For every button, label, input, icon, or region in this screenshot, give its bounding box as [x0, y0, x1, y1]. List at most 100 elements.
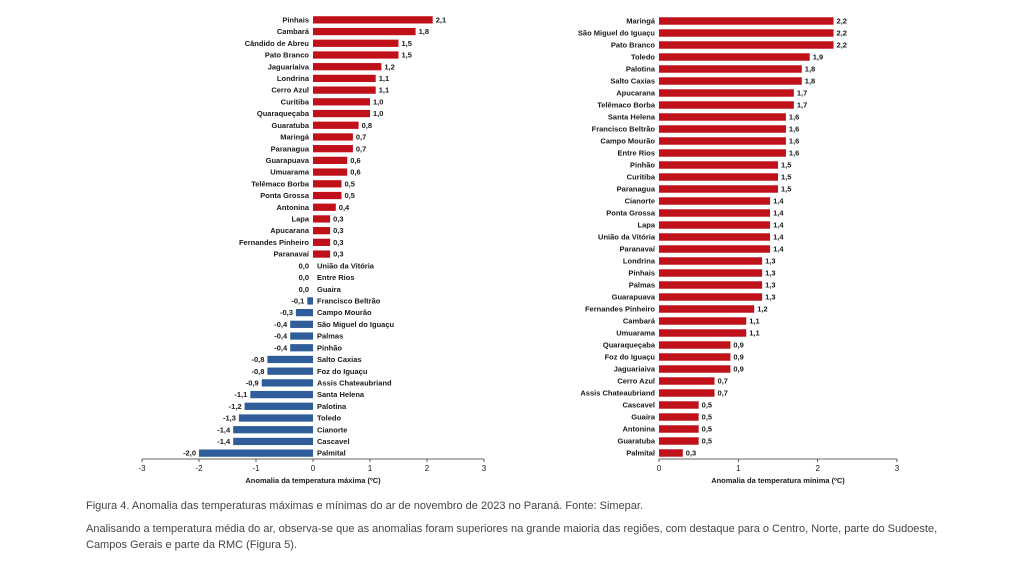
value-label: -1,4 [217, 437, 231, 446]
bar [313, 16, 433, 24]
bar [659, 353, 731, 361]
value-label: 0,5 [345, 179, 355, 188]
category-label: Assis Chateaubriand [317, 378, 392, 387]
category-label: Cândido de Abreu [245, 39, 310, 48]
value-label: 1,0 [373, 109, 383, 118]
value-label: -1,3 [223, 414, 236, 423]
category-label: Guaratuba [271, 121, 309, 130]
category-label: Curitiba [281, 97, 310, 106]
category-label: Santa Helena [317, 390, 365, 399]
category-label: Ponta Grossa [606, 209, 656, 218]
category-label: Apucarana [270, 226, 310, 235]
bar [267, 367, 313, 375]
value-label: 1,7 [797, 101, 807, 110]
bar [659, 269, 763, 277]
value-label: -0,3 [280, 308, 293, 317]
category-label: Foz do Iguaçu [605, 353, 656, 362]
bar [659, 413, 699, 421]
value-label: 1,5 [402, 39, 412, 48]
bar [233, 437, 313, 446]
category-label: Palmas [317, 332, 343, 341]
x-tick-label: 3 [482, 464, 487, 473]
bar [659, 65, 802, 73]
bar [659, 449, 683, 457]
value-label: -0,1 [291, 297, 304, 306]
bar [313, 250, 331, 258]
bar [659, 317, 747, 325]
category-label: Paranavaí [274, 250, 310, 259]
bar [659, 125, 786, 133]
bar [659, 101, 794, 109]
category-label: União da Vitória [598, 233, 656, 242]
bar [659, 77, 802, 85]
bar [659, 161, 778, 169]
category-label: Jaguariaiva [614, 365, 656, 374]
bar [659, 401, 699, 409]
category-label: Jaguariaiva [268, 62, 310, 71]
value-label: -0,4 [274, 320, 288, 329]
value-label: 2,2 [837, 29, 847, 38]
category-label: Telêmaco Borba [251, 179, 310, 188]
category-label: Lapa [637, 221, 655, 230]
value-label: 2,2 [837, 41, 847, 50]
value-label: 0,3 [686, 449, 696, 458]
bar [295, 308, 313, 317]
value-label: 0,3 [333, 226, 343, 235]
bar [659, 233, 771, 241]
bar [659, 377, 715, 385]
bar [659, 305, 755, 313]
value-label: 1,4 [773, 209, 784, 218]
category-label: Toledo [317, 414, 341, 423]
bar [261, 379, 313, 387]
value-label: 1,3 [765, 281, 775, 290]
category-label: Entre Rios [317, 273, 355, 282]
category-label: São Miguel do Iguaçu [317, 320, 395, 329]
value-label: 0,7 [718, 377, 728, 386]
category-label: Cerro Azul [271, 86, 309, 95]
category-label: Pinhão [317, 343, 342, 352]
category-label: Quaraqueçaba [603, 341, 656, 350]
category-label: Salto Caxias [317, 355, 362, 364]
category-label: Paranavaí [620, 245, 656, 254]
bar [313, 63, 382, 71]
value-label: 1,2 [757, 305, 767, 314]
value-label: 1,9 [813, 53, 823, 62]
bar [313, 168, 348, 176]
category-label: Guaira [317, 285, 342, 294]
category-label: Guaratuba [617, 437, 655, 446]
value-label: 1,6 [789, 125, 799, 134]
category-label: Londrina [623, 257, 656, 266]
category-label: Cambará [623, 317, 656, 326]
value-label: -0,9 [246, 378, 259, 387]
value-label: 0,9 [733, 365, 743, 374]
bar [313, 203, 336, 211]
value-label: 1,3 [765, 293, 775, 302]
value-label: -1,4 [217, 425, 231, 434]
bar [313, 121, 359, 129]
category-label: Cerro Azul [617, 377, 655, 386]
category-label: Pinhais [628, 269, 655, 278]
value-label: 2,2 [837, 17, 847, 26]
value-label: 1,5 [781, 173, 791, 182]
category-label: Maringá [280, 133, 310, 142]
bar [313, 51, 399, 59]
bar [313, 133, 353, 141]
bar [313, 86, 376, 94]
bar [238, 414, 313, 422]
value-label: 0,4 [339, 203, 350, 212]
category-label: Cascavel [622, 401, 655, 410]
bar [659, 245, 771, 253]
category-label: Pinhão [630, 161, 655, 170]
charts-area: Pinhais 2,1 Cambará 1,8 Cândido de Abreu 1,5 P… [138, 15, 899, 485]
bar [659, 293, 763, 301]
value-label: 1,6 [789, 113, 799, 122]
value-label: -0,4 [274, 343, 288, 352]
category-label: Antonina [277, 203, 310, 212]
bar [290, 344, 313, 352]
bar [313, 180, 342, 188]
value-label: 1,5 [781, 185, 791, 194]
value-label: 1,1 [379, 86, 389, 95]
category-label: Santa Helena [608, 113, 656, 122]
value-label: -0,8 [251, 355, 264, 364]
value-label: 1,8 [805, 65, 815, 74]
